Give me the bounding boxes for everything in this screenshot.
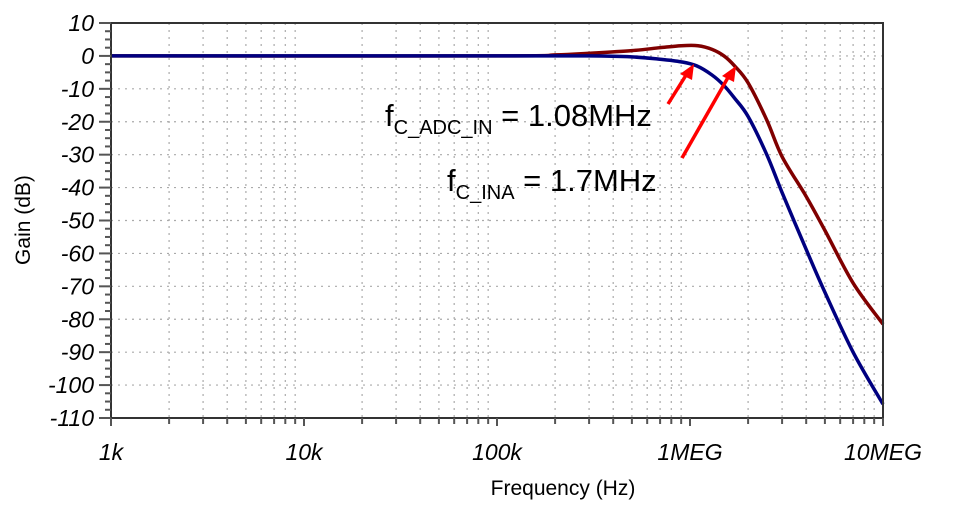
axis-ticks: 1k 10k 100k 1MEG 10MEG 10 0 -10 -20 -30 -40 -50 -60 -…: [48, 10, 922, 465]
y-tick-label: -20: [61, 109, 94, 135]
series-group: [110, 43, 885, 406]
annotation-adc-in-text: fC_ADC_IN = 1.08MHz: [385, 98, 652, 139]
series-line-adc-in: [111, 54, 885, 406]
annotation-ina-arrow: [680, 73, 732, 159]
x-tick-label: 10MEG: [844, 439, 922, 465]
annotation-ina-arrowhead: [722, 66, 736, 82]
x-tick-label: 1k: [99, 439, 125, 465]
x-tick-label: 10k: [285, 439, 324, 465]
y-tick-label: -60: [61, 240, 94, 266]
y-tick-label: -90: [61, 339, 94, 365]
y-tick-label: -70: [61, 273, 94, 299]
annotation-ina-text: fC_INA = 1.7MHz: [447, 163, 657, 204]
y-tick-label: -10: [61, 76, 94, 102]
annotation-adc-in-arrowhead: [680, 64, 694, 80]
y-axis-label: Gain (dB): [12, 175, 35, 265]
grid: [111, 23, 883, 418]
y-tick-label: -100: [48, 372, 94, 398]
y-tick-label: -30: [61, 142, 94, 168]
y-tick-label: 0: [81, 43, 94, 69]
x-tick-label: 100k: [472, 439, 523, 465]
x-tick-label: 1MEG: [657, 439, 722, 465]
y-tick-label: -50: [61, 208, 94, 234]
y-tick-label: -80: [61, 306, 94, 332]
y-tick-label: -40: [61, 175, 94, 201]
y-tick-label: -110: [50, 405, 95, 431]
annotation-ina: fC_INA = 1.7MHz: [447, 66, 736, 204]
y-tick-label: 10: [68, 10, 94, 36]
annotation-adc-in: fC_ADC_IN = 1.08MHz: [385, 64, 694, 139]
annotation-adc-in-arrow: [666, 71, 690, 105]
x-axis-label: Frequency (Hz): [491, 477, 636, 500]
